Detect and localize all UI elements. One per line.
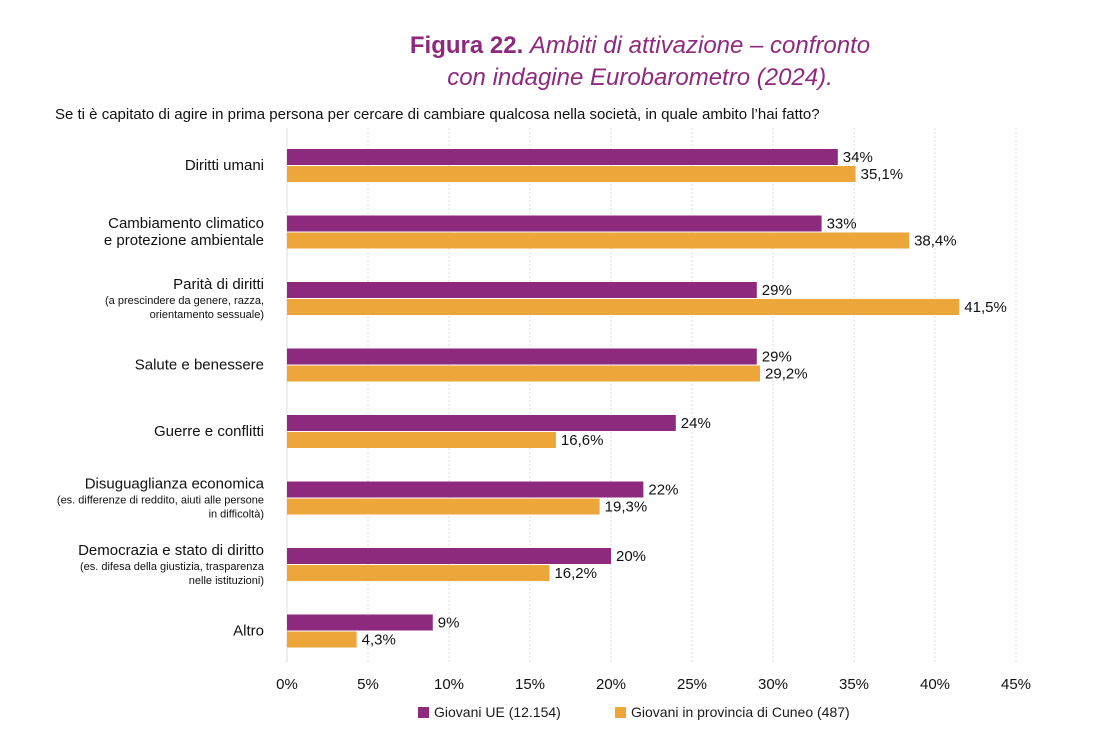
- data-label-2-2: 41,5%: [964, 299, 1007, 316]
- x-tick-label-20: 20%: [596, 676, 626, 693]
- bar-2-2: [287, 299, 960, 315]
- category-label-6-1: (es. difesa della giustizia, trasparenza: [80, 561, 265, 573]
- x-tick-label-5: 5%: [357, 676, 379, 693]
- data-label-1-7: 9%: [438, 615, 460, 632]
- x-tick-label-45: 45%: [1001, 676, 1031, 693]
- legend-swatch-series-1: [418, 706, 429, 718]
- category-label-2-1: (a prescindere da genere, razza,: [105, 295, 264, 307]
- data-label-2-0: 35,1%: [861, 166, 904, 183]
- legend-item-series-2: Giovani in provincia di Cuneo (487): [615, 704, 850, 720]
- category-label-1-0: Cambiamento climatico: [108, 215, 264, 232]
- bar-1-1: [287, 215, 822, 232]
- category-label-2-0: Parità di diritti: [173, 276, 264, 293]
- data-label-2-5: 19,3%: [605, 499, 648, 516]
- chart-legend: Giovani UE (12.154) Giovani in provincia…: [0, 704, 1104, 724]
- x-tick-label-30: 30%: [758, 676, 788, 693]
- category-label-2-2: orientamento sessuale): [150, 309, 264, 321]
- category-label-3-0: Salute e benessere: [135, 357, 264, 374]
- bar-2-4: [287, 432, 556, 448]
- x-tick-label-40: 40%: [920, 676, 950, 693]
- category-label-6-0: Democrazia e stato di diritto: [78, 542, 264, 559]
- survey-question: Se ti è capitato di agire in prima perso…: [55, 106, 820, 123]
- bar-2-7: [287, 631, 357, 648]
- bar-2-3: [287, 365, 761, 382]
- bar-2-5: [287, 498, 600, 515]
- x-tick-label-10: 10%: [434, 676, 464, 693]
- legend-item-series-1: Giovani UE (12.154): [418, 704, 561, 720]
- category-label-5-0: Disuguaglianza economica: [85, 476, 265, 493]
- bar-2-6: [287, 565, 550, 581]
- data-label-1-3: 29%: [762, 349, 792, 366]
- legend-label-series-2: Giovani in provincia di Cuneo (487): [631, 704, 850, 720]
- data-label-1-1: 33%: [827, 216, 857, 233]
- data-label-2-7: 4,3%: [362, 632, 396, 649]
- x-tick-label-15: 15%: [515, 676, 545, 693]
- x-tick-label-35: 35%: [839, 676, 869, 693]
- data-label-1-2: 29%: [762, 282, 792, 299]
- bar-1-7: [287, 614, 433, 631]
- bar-1-2: [287, 282, 757, 298]
- legend-swatch-series-2: [615, 706, 626, 718]
- data-label-2-4: 16,6%: [561, 432, 604, 449]
- category-label-6-2: nelle istituzioni): [189, 575, 264, 587]
- data-label-2-3: 29,2%: [765, 366, 808, 383]
- bar-1-3: [287, 348, 757, 365]
- bar-1-5: [287, 481, 644, 498]
- figure-title-line-2: con indagine Eurobarometro (2024).: [447, 64, 833, 91]
- bar-1-4: [287, 415, 676, 431]
- data-label-1-6: 20%: [616, 548, 646, 565]
- figure-title: Figura 22. Ambiti di attivazione – confr…: [330, 30, 950, 94]
- bar-1-6: [287, 548, 611, 564]
- category-label-7-0: Altro: [233, 623, 264, 640]
- data-label-1-4: 24%: [681, 415, 711, 432]
- category-label-0-0: Diritti umani: [185, 157, 264, 174]
- bar-1-0: [287, 149, 838, 165]
- x-tick-label-25: 25%: [677, 676, 707, 693]
- data-label-2-6: 16,2%: [554, 565, 597, 582]
- category-label-5-1: (es. differenze di reddito, aiuti alle p…: [57, 495, 264, 507]
- figure-number: Figura 22.: [409, 32, 524, 59]
- data-label-1-0: 34%: [843, 149, 873, 166]
- data-label-2-1: 38,4%: [914, 233, 957, 250]
- figure-title-line-1: Ambiti di attivazione – confronto: [529, 32, 871, 59]
- category-label-4-0: Guerre e conflitti: [154, 423, 264, 440]
- category-label-5-2: in difficoltà): [209, 509, 264, 521]
- x-tick-label-0: 0%: [276, 676, 298, 693]
- legend-label-series-1: Giovani UE (12.154): [434, 704, 561, 720]
- data-label-1-5: 22%: [648, 482, 678, 499]
- category-label-1-1: e protezione ambientale: [104, 232, 264, 249]
- bar-2-1: [287, 232, 910, 249]
- bar-2-0: [287, 166, 856, 182]
